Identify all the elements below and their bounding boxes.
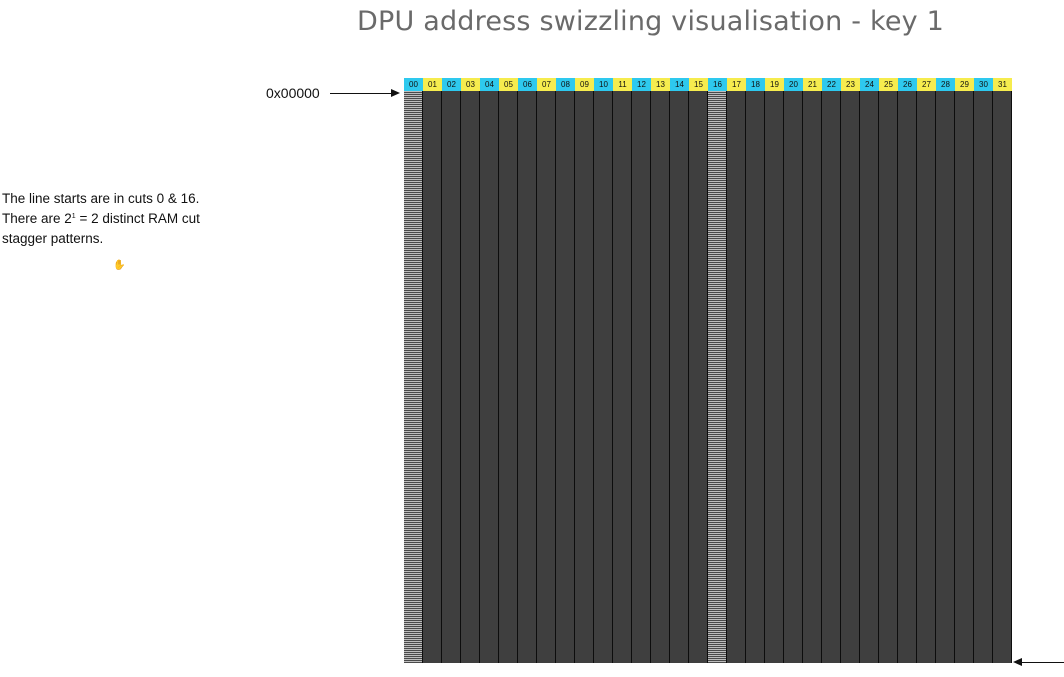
ram-cut-column-30 xyxy=(974,91,993,663)
ram-cut-column-10 xyxy=(594,91,613,663)
ram-cut-column-18 xyxy=(746,91,765,663)
ram-cut-column-19 xyxy=(765,91,784,663)
cut-label-12: 12 xyxy=(632,78,651,91)
ram-cut-column-05 xyxy=(499,91,518,663)
cut-label-24: 24 xyxy=(860,78,879,91)
ram-cut-column-09 xyxy=(575,91,594,663)
end-arrow-head-icon xyxy=(1013,658,1022,666)
ram-cut-column-07 xyxy=(537,91,556,663)
line-start-column-00 xyxy=(404,91,423,663)
cut-header-row: 00 01 02 03 04 05 06 07 08 09 10 11 12 13 14 15 16 17 18 19… xyxy=(404,78,1012,91)
start-arrow-line xyxy=(330,93,394,94)
cut-label-19: 19 xyxy=(765,78,784,91)
ram-cut-column-03 xyxy=(461,91,480,663)
ram-cut-column-02 xyxy=(442,91,461,663)
cut-label-10: 10 xyxy=(594,78,613,91)
ram-cut-column-25 xyxy=(879,91,898,663)
ram-cut-column-13 xyxy=(651,91,670,663)
cut-label-01: 01 xyxy=(423,78,442,91)
cut-label-30: 30 xyxy=(974,78,993,91)
cut-label-13: 13 xyxy=(651,78,670,91)
ram-cut-column-15 xyxy=(689,91,708,663)
cut-label-05: 05 xyxy=(499,78,518,91)
start-address-label: 0x00000 xyxy=(266,85,320,101)
ram-cut-column-08 xyxy=(556,91,575,663)
cut-label-08: 08 xyxy=(556,78,575,91)
ram-cut-column-14 xyxy=(670,91,689,663)
note-line-2-prefix: There are 2 xyxy=(2,211,72,226)
ram-cut-column-22 xyxy=(822,91,841,663)
cut-label-00: 00 xyxy=(404,78,423,91)
cut-label-15: 15 xyxy=(689,78,708,91)
page-title: DPU address swizzling visualisation - ke… xyxy=(357,6,944,37)
ram-cut-column-17 xyxy=(727,91,746,663)
cut-label-26: 26 xyxy=(898,78,917,91)
line-start-column-16 xyxy=(708,91,727,663)
cut-label-03: 03 xyxy=(461,78,480,91)
cut-label-29: 29 xyxy=(955,78,974,91)
cut-label-23: 23 xyxy=(841,78,860,91)
ram-cut-column-04 xyxy=(480,91,499,663)
end-arrow-line xyxy=(1018,662,1064,663)
cut-label-28: 28 xyxy=(936,78,955,91)
cut-label-27: 27 xyxy=(917,78,936,91)
ram-cut-column-06 xyxy=(518,91,537,663)
cut-label-14: 14 xyxy=(670,78,689,91)
description-note: The line starts are in cuts 0 & 16. Ther… xyxy=(2,189,242,249)
ram-cut-column-21 xyxy=(803,91,822,663)
cut-label-18: 18 xyxy=(746,78,765,91)
cut-label-09: 09 xyxy=(575,78,594,91)
cut-label-31: 31 xyxy=(993,78,1012,91)
start-arrow-head-icon xyxy=(391,89,400,97)
ram-cut-column-29 xyxy=(955,91,974,663)
cut-label-25: 25 xyxy=(879,78,898,91)
ram-cut-column-27 xyxy=(917,91,936,663)
cut-label-17: 17 xyxy=(727,78,746,91)
ram-cut-column-20 xyxy=(784,91,803,663)
note-line-2-suffix: = 2 distinct RAM cut xyxy=(75,211,200,226)
cut-label-21: 21 xyxy=(803,78,822,91)
ram-cut-column-12 xyxy=(632,91,651,663)
cut-label-04: 04 xyxy=(480,78,499,91)
ram-cut-column-31 xyxy=(993,91,1012,663)
ram-cut-grid xyxy=(404,91,1012,663)
cursor-icon: ✋ xyxy=(113,260,126,271)
note-line-2: There are 21 = 2 distinct RAM cut xyxy=(2,209,242,229)
cut-label-02: 02 xyxy=(442,78,461,91)
cut-label-16: 16 xyxy=(708,78,727,91)
ram-cut-column-24 xyxy=(860,91,879,663)
ram-cut-column-23 xyxy=(841,91,860,663)
ram-cut-column-01 xyxy=(423,91,442,663)
cut-label-06: 06 xyxy=(518,78,537,91)
cut-label-07: 07 xyxy=(537,78,556,91)
note-line-1: The line starts are in cuts 0 & 16. xyxy=(2,191,200,206)
ram-cut-column-26 xyxy=(898,91,917,663)
cut-label-20: 20 xyxy=(784,78,803,91)
note-exponent: 1 xyxy=(71,213,76,220)
ram-cut-column-11 xyxy=(613,91,632,663)
note-line-3: stagger patterns. xyxy=(2,231,104,246)
cut-label-11: 11 xyxy=(613,78,632,91)
cut-label-22: 22 xyxy=(822,78,841,91)
ram-cut-column-28 xyxy=(936,91,955,663)
